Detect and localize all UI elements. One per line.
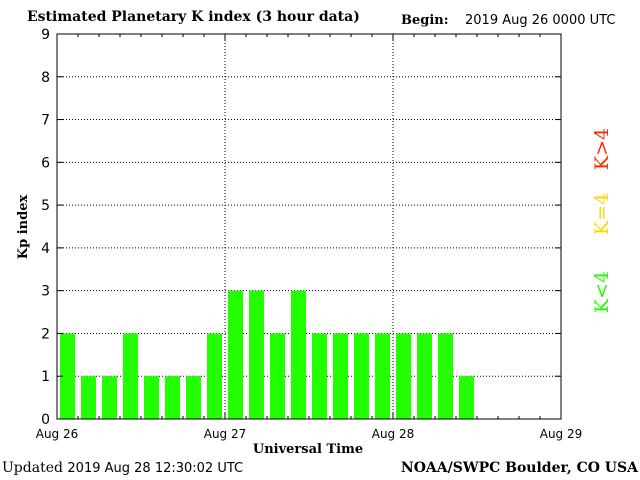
- chart-title: Estimated Planetary K index (3 hour data…: [27, 9, 360, 25]
- y-axis-label: Kp index: [16, 195, 31, 260]
- legend-high: K>4: [591, 128, 613, 170]
- xtick-label: Aug 29: [540, 427, 583, 441]
- kp-bar: [228, 290, 243, 419]
- kp-bar: [270, 333, 285, 419]
- kp-bar: [102, 376, 117, 419]
- ytick-label: 4: [41, 241, 50, 257]
- ytick-label: 0: [41, 412, 50, 428]
- legend-low: K<4: [591, 271, 613, 313]
- updated-value: 2019 Aug 28 12:30:02 UTC: [67, 461, 244, 476]
- ytick-label: 2: [41, 326, 50, 342]
- kp-bar: [417, 333, 432, 419]
- ytick-label: 3: [41, 284, 50, 300]
- kp-bar: [249, 290, 264, 419]
- kp-bar: [123, 333, 138, 419]
- kp-bar: [375, 333, 390, 419]
- kp-bar: [207, 333, 222, 419]
- ytick-label: 8: [41, 70, 50, 86]
- kp-bar: [354, 333, 369, 419]
- credit-text: NOAA/SWPC Boulder, CO USA: [400, 460, 638, 476]
- kp-bar: [291, 290, 306, 419]
- xtick-label: Aug 27: [204, 427, 247, 441]
- x-axis-label: Universal Time: [253, 442, 363, 457]
- kp-bar: [81, 376, 96, 419]
- legend-mid: K=4: [591, 193, 613, 235]
- kp-bar: [165, 376, 180, 419]
- ytick-label: 1: [41, 369, 50, 385]
- kp-bar: [312, 333, 327, 419]
- kp-bar: [144, 376, 159, 419]
- begin-value: 2019 Aug 26 0000 UTC: [465, 13, 616, 28]
- kp-bar: [333, 333, 348, 419]
- ytick-label: 9: [41, 27, 50, 43]
- kp-bar: [60, 333, 75, 419]
- kp-bar: [438, 333, 453, 419]
- kp-bar: [186, 376, 201, 419]
- kp-bar: [459, 376, 474, 419]
- ytick-label: 7: [41, 113, 50, 129]
- ytick-label: 5: [41, 198, 50, 214]
- xtick-label: Aug 28: [372, 427, 415, 441]
- kp-bar: [396, 333, 411, 419]
- xtick-label: Aug 26: [36, 427, 79, 441]
- ytick-label: 6: [41, 155, 50, 171]
- updated-timestamp: Updated 2019 Aug 28 12:30:02 UTC: [2, 460, 243, 476]
- updated-label: Updated: [2, 460, 63, 476]
- begin-label: Begin:: [401, 13, 449, 28]
